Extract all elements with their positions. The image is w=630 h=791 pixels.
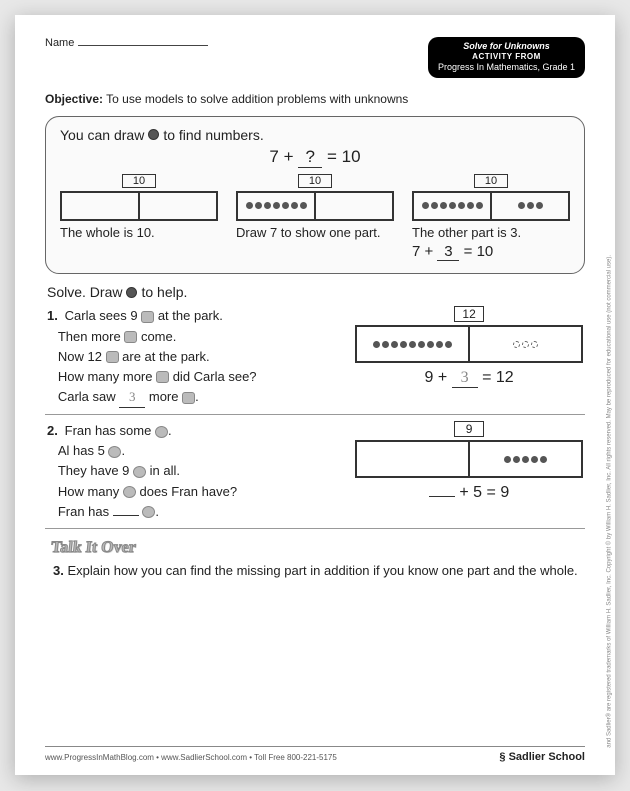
badge-sub2: Progress In Mathematics, Grade 1 <box>438 62 575 73</box>
problem-3: 3. Explain how you can find the missing … <box>45 561 585 581</box>
example-intro-a: You can draw <box>60 127 144 143</box>
dog-icon <box>106 351 119 363</box>
col1-label: 10 <box>122 174 156 188</box>
coin-icon <box>123 486 136 498</box>
p3-text: Explain how you can find the missing par… <box>67 563 577 578</box>
eq-7: 7 <box>269 147 278 166</box>
problem-1: 1. Carla sees 9 at the park. Then more c… <box>45 306 585 408</box>
copyright-sidenote: and Sadlier® are registered trademarks o… <box>607 255 613 748</box>
badge-sub1: ACTIVITY FROM <box>438 52 575 62</box>
coin-icon <box>108 446 121 458</box>
dog-icon <box>124 331 137 343</box>
objective-label: Objective: <box>45 92 103 106</box>
activity-badge: Solve for Unknowns ACTIVITY FROM Progres… <box>428 37 585 78</box>
objective-text: To use models to solve addition problems… <box>103 92 408 106</box>
coin-icon <box>142 506 155 518</box>
col3-label: 10 <box>474 174 508 188</box>
coin-icon <box>133 466 146 478</box>
p2-equation: + 5 = 9 <box>355 484 583 502</box>
circle-icon <box>126 287 137 298</box>
instruction-b: to help. <box>141 284 187 300</box>
coin-icon <box>155 426 168 438</box>
dog-icon <box>182 392 195 404</box>
example-col-3: 10 The other part is 3. 7 + 3 = 10 <box>412 174 570 262</box>
worksheet-page: Name Solve for Unknowns ACTIVITY FROM Pr… <box>15 15 615 775</box>
name-field: Name <box>45 37 208 49</box>
badge-title: Solve for Unknowns <box>438 41 575 52</box>
eq-unknown: ? <box>298 147 322 168</box>
p1-whole-label: 12 <box>454 306 484 322</box>
p2-answer-blank[interactable] <box>113 515 139 516</box>
col1-text: The whole is 10. <box>60 225 218 242</box>
circle-icon <box>148 129 159 140</box>
p2-eq-blank[interactable] <box>429 496 455 497</box>
name-label: Name <box>45 37 74 49</box>
example-columns: 10 The whole is 10. 10 Draw 7 to show on… <box>60 174 570 262</box>
footer: www.ProgressInMathBlog.com • www.Sadlier… <box>45 746 585 763</box>
col2-label: 10 <box>298 174 332 188</box>
problem-1-text: 1. Carla sees 9 at the park. Then more c… <box>47 306 343 408</box>
dog-icon <box>141 311 154 323</box>
instruction: Solve. Draw to help. <box>47 284 585 300</box>
problem-1-work: 12 9 + 3 = 12 <box>355 306 583 408</box>
example-box: You can draw to find numbers. 7 + ? = 10… <box>45 116 585 275</box>
p1-model <box>355 325 583 363</box>
p2-model <box>355 440 583 478</box>
example-intro-b: to find numbers. <box>163 127 263 143</box>
example-equation: 7 + ? = 10 <box>60 147 570 168</box>
col3-model <box>412 191 570 221</box>
col3-text: The other part is 3. <box>412 225 570 242</box>
col3-equation: 7 + 3 = 10 <box>412 243 570 261</box>
example-intro: You can draw to find numbers. <box>60 127 570 143</box>
example-col-2: 10 Draw 7 to show one part. <box>236 174 394 262</box>
objective: Objective: To use models to solve additi… <box>45 92 585 106</box>
p1-answer-blank[interactable]: 3 <box>119 387 145 408</box>
talk-it-over-heading: Talk It Over <box>50 539 137 557</box>
col1-model <box>60 191 218 221</box>
separator <box>45 528 585 529</box>
p3-num: 3. <box>53 563 64 578</box>
header: Name Solve for Unknowns ACTIVITY FROM Pr… <box>45 37 585 78</box>
problem-2: 2. Fran has some . Al has 5 . They have … <box>45 421 585 522</box>
p1-eq-blank[interactable]: 3 <box>452 369 478 388</box>
p1-equation: 9 + 3 = 12 <box>355 369 583 388</box>
instruction-a: Solve. Draw <box>47 284 122 300</box>
p2-num: 2. <box>47 421 61 441</box>
eq-10: 10 <box>342 147 361 166</box>
p2-whole-label: 9 <box>454 421 484 437</box>
example-col-1: 10 The whole is 10. <box>60 174 218 262</box>
separator <box>45 414 585 415</box>
problem-2-text: 2. Fran has some . Al has 5 . They have … <box>47 421 343 522</box>
col2-text: Draw 7 to show one part. <box>236 225 394 242</box>
problem-2-work: 9 + 5 = 9 <box>355 421 583 522</box>
col2-model <box>236 191 394 221</box>
p1-num: 1. <box>47 306 61 326</box>
footer-links: www.ProgressInMathBlog.com • www.Sadlier… <box>45 753 337 762</box>
name-blank[interactable] <box>78 45 208 46</box>
publisher-logo: § Sadlier School <box>499 751 585 763</box>
dog-icon <box>156 371 169 383</box>
